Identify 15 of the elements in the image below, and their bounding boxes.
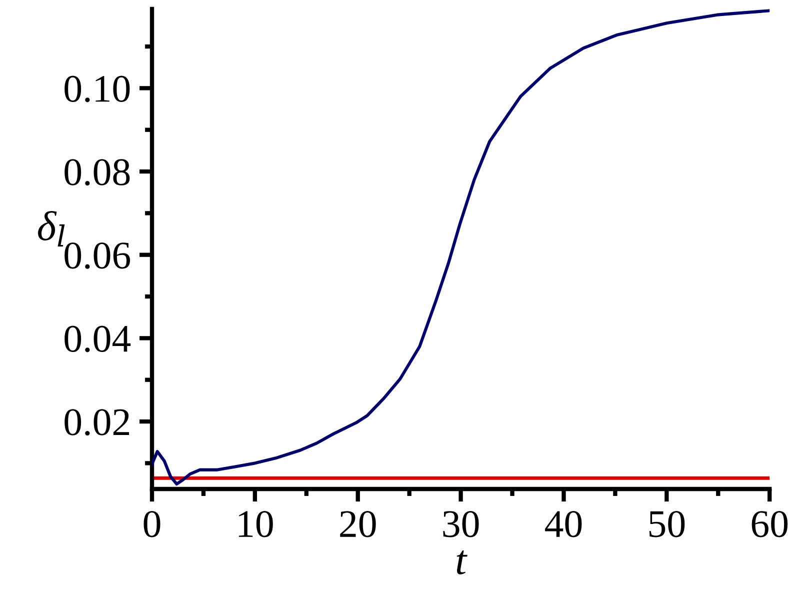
- line-series: [152, 9, 770, 486]
- y-tick-label: 0.04: [64, 326, 131, 352]
- x-tick-label: 10: [238, 510, 273, 538]
- y-tick-label: 0.08: [64, 159, 130, 186]
- x-tick-label: 0: [144, 510, 160, 538]
- x-tick-label: 30: [443, 510, 479, 538]
- y-tick-label: 0.10: [64, 76, 130, 102]
- x-axis-title: t: [456, 550, 468, 574]
- x-tick-label: 20: [340, 510, 376, 538]
- y-tick-label: 0.02: [64, 409, 130, 436]
- x-tick-label: 40: [545, 510, 582, 538]
- y-axis-title: δ$_{l}$: [38, 210, 65, 247]
- x-tick-label: 60: [752, 510, 788, 538]
- y-tick-label: 0.06: [64, 242, 130, 269]
- x-tick-label: 50: [649, 510, 685, 538]
